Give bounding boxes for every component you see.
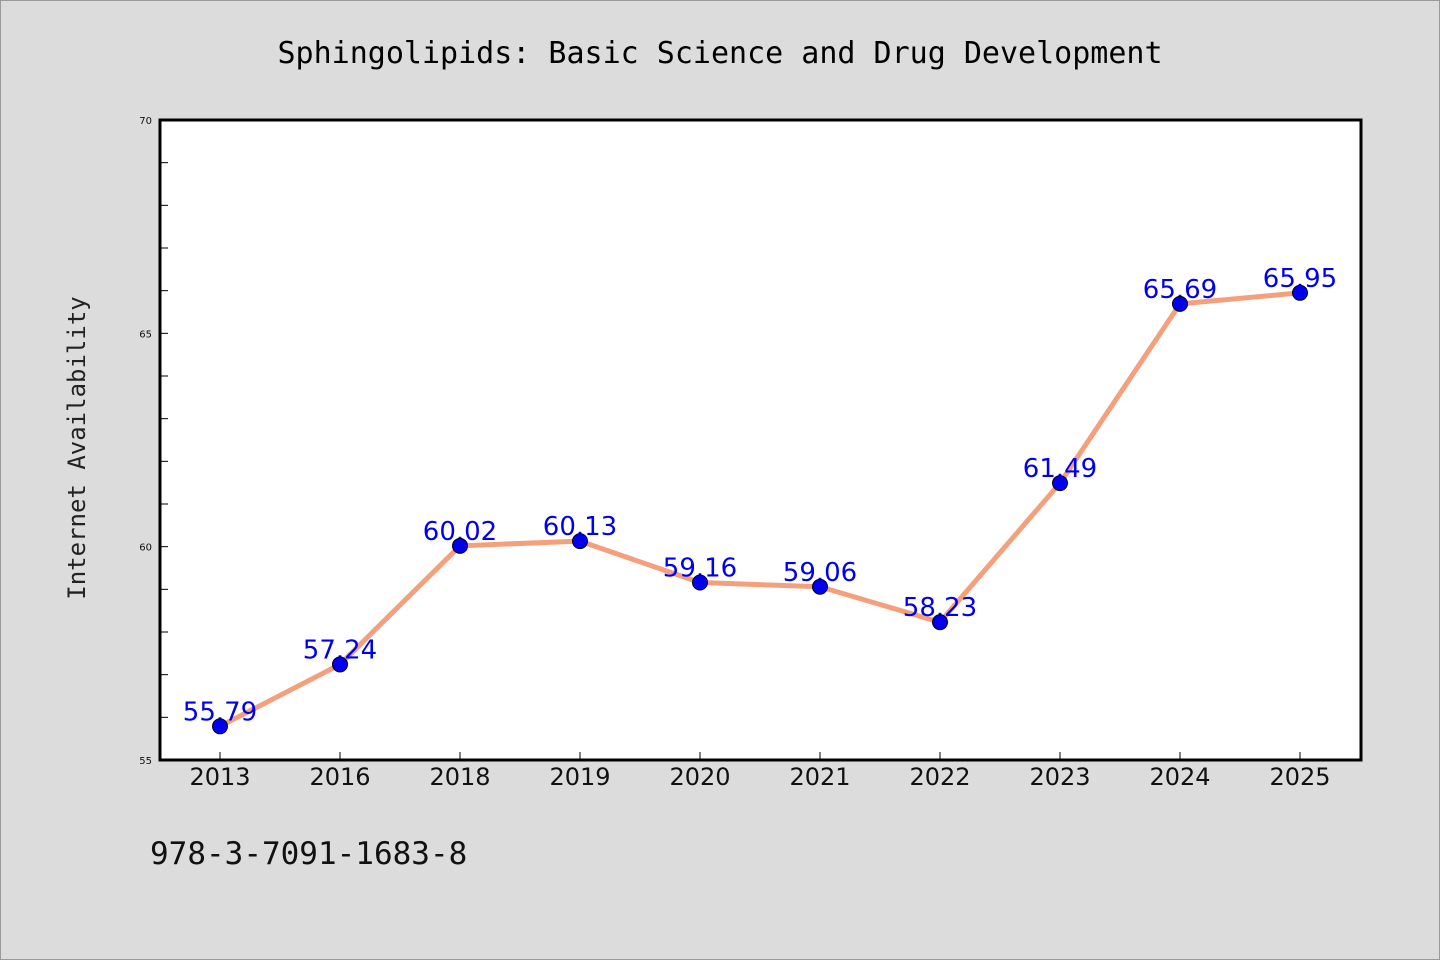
data-point [692,574,708,591]
data-point [1292,284,1308,301]
y-tick-label: 60 [139,543,152,554]
x-tick-label: 2025 [1269,763,1330,791]
y-axis-label: Internet Availability [63,296,91,599]
x-tick-label: 2020 [669,763,730,791]
data-point [1052,475,1068,492]
y-tick-label: 55 [139,756,152,767]
data-point [932,614,948,631]
chart-title: Sphingolipids: Basic Science and Drug De… [277,36,1162,71]
y-tick-labels: 55 60 65 70 [139,116,152,767]
data-point [1172,295,1188,312]
x-tick-label: 2023 [1029,763,1090,791]
x-tick-label: 2024 [1149,763,1210,791]
series-line [217,290,1303,729]
x-tick-label: 2019 [549,763,610,791]
x-tick-label: 2021 [789,763,850,791]
data-point [332,656,348,673]
x-tick-label: 2016 [309,763,370,791]
x-tick-labels: 2013 2016 2018 2019 2020 2021 2022 2023 2024 2025 [189,763,1330,791]
plot-border [158,118,1363,762]
series-line-path [217,290,1303,729]
x-tick-label: 2018 [429,763,490,791]
data-point [212,718,228,735]
data-point [572,533,588,550]
data-point [452,537,468,554]
data-point [812,578,828,595]
y-tick-label: 70 [139,116,152,127]
x-tick-label: 2013 [189,763,250,791]
series-markers [212,284,1308,735]
plot-area [160,120,1361,760]
y-tick-label: 65 [139,329,152,340]
isbn-text: 978-3-7091-1683-8 [150,836,467,872]
x-tick-label: 2022 [909,763,970,791]
